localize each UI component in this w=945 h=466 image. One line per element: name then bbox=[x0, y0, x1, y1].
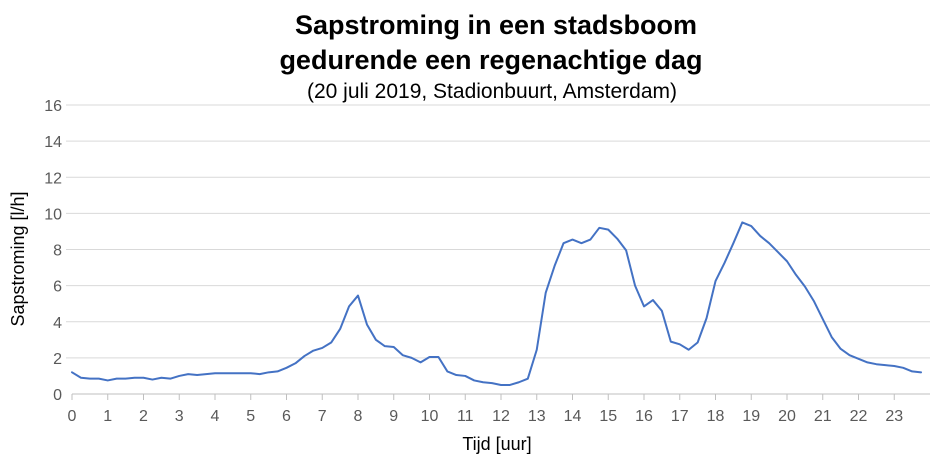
x-tick-label: 9 bbox=[389, 408, 398, 425]
y-tick-label: 8 bbox=[53, 243, 62, 260]
x-tick-label: 6 bbox=[282, 408, 291, 425]
x-tick-label: 2 bbox=[139, 408, 148, 425]
y-tick-label: 16 bbox=[44, 98, 62, 115]
x-tick-label: 3 bbox=[175, 408, 184, 425]
x-tick-label: 7 bbox=[318, 408, 327, 425]
x-axis-title: Tijd [uur] bbox=[462, 434, 531, 454]
x-tick-label: 11 bbox=[457, 408, 474, 425]
y-axis-title: Sapstroming [l/h] bbox=[8, 191, 28, 326]
chart-title-line-1: Sapstroming in een stadsboom bbox=[295, 10, 697, 40]
y-tick-label: 10 bbox=[44, 206, 62, 223]
x-tick-label: 13 bbox=[528, 408, 546, 425]
y-tick-label: 14 bbox=[44, 134, 62, 151]
x-tick-label: 18 bbox=[707, 408, 725, 425]
y-tick-label: 0 bbox=[53, 387, 62, 404]
series-line-0 bbox=[71, 221, 923, 386]
x-tick-label: 14 bbox=[564, 408, 582, 425]
x-tick-label: 5 bbox=[246, 408, 255, 425]
y-tick-label: 4 bbox=[53, 315, 62, 332]
x-tick-label: 1 bbox=[103, 408, 112, 425]
x-tick-label: 12 bbox=[492, 408, 510, 425]
x-tick-label: 22 bbox=[850, 408, 868, 425]
y-tick-label: 2 bbox=[53, 351, 62, 368]
x-tick-label: 21 bbox=[814, 408, 832, 425]
x-tick-label: 17 bbox=[671, 408, 689, 425]
x-tick-label: 23 bbox=[885, 408, 903, 425]
series-layer bbox=[71, 221, 923, 386]
x-axis-ticks: 0 1 2 3 4 5 6 7 8 9 10 11 12 13 14 15 16 17 18 19 20 21 22 23 bbox=[68, 394, 903, 425]
chart-title-line-2: gedurende een regenachtige dag bbox=[279, 45, 702, 75]
x-tick-label: 20 bbox=[778, 408, 796, 425]
gridlines bbox=[66, 104, 930, 359]
x-tick-label: 10 bbox=[421, 408, 439, 425]
y-tick-label: 12 bbox=[44, 170, 62, 187]
y-axis-ticks: 0 2 4 6 8 10 12 14 16 bbox=[44, 98, 62, 404]
x-tick-label: 8 bbox=[354, 408, 363, 425]
x-tick-label: 16 bbox=[635, 408, 653, 425]
x-tick-label: 15 bbox=[599, 408, 617, 425]
x-tick-label: 4 bbox=[211, 408, 220, 425]
chart-subtitle: (20 juli 2019, Stadionbuurt, Amsterdam) bbox=[307, 80, 677, 103]
y-tick-label: 6 bbox=[53, 279, 62, 296]
x-tick-label: 19 bbox=[742, 408, 760, 425]
x-tick-label: 0 bbox=[68, 408, 77, 425]
